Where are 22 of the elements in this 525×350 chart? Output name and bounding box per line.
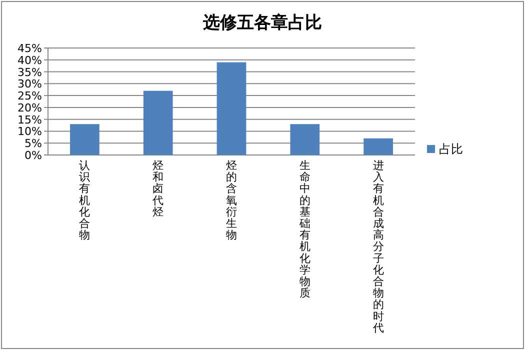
y-tick-label: 25% bbox=[18, 90, 42, 103]
y-tick-label: 35% bbox=[18, 66, 42, 79]
x-tick-label: 烃的含氧衍生物 bbox=[226, 159, 237, 242]
x-tick-label: 认识有机化合物 bbox=[79, 159, 90, 242]
x-tick-label: 烃和卤代烃 bbox=[152, 159, 164, 218]
category-label: 进入有机合成高分子化合物的时代 bbox=[372, 159, 384, 334]
y-tick-label: 0% bbox=[24, 149, 42, 162]
y-tick-label: 40% bbox=[18, 54, 42, 67]
bar bbox=[70, 124, 100, 155]
chart-title: 选修五各章占比 bbox=[202, 13, 322, 33]
legend-label: 占比 bbox=[439, 142, 463, 156]
y-tick-label: 5% bbox=[24, 137, 42, 150]
bar bbox=[290, 124, 320, 155]
y-tick-label: 45% bbox=[18, 42, 42, 55]
bar bbox=[216, 62, 246, 155]
category-label: 生命中的基础有机化学物质 bbox=[299, 159, 310, 300]
bar bbox=[143, 90, 173, 155]
y-tick-label: 15% bbox=[18, 113, 42, 126]
y-tick-label: 10% bbox=[18, 125, 42, 138]
y-tick-label: 30% bbox=[18, 78, 42, 91]
y-tick-label: 20% bbox=[18, 101, 42, 114]
bar bbox=[364, 138, 393, 155]
